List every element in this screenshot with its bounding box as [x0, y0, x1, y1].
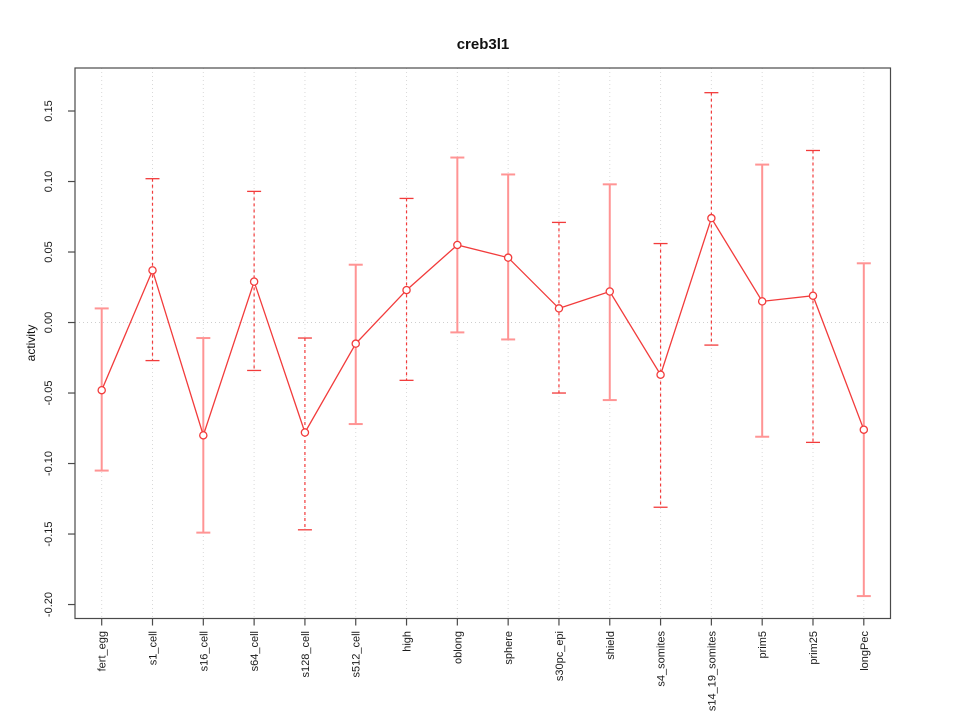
y-tick-label: -0.20 — [43, 592, 55, 617]
y-axis-label: activity — [24, 324, 38, 362]
y-tick-label: -0.15 — [43, 521, 55, 546]
data-point — [199, 431, 208, 440]
data-point — [605, 287, 615, 296]
x-tick-label: s512_cell — [351, 631, 363, 677]
data-point — [503, 253, 513, 262]
data-point — [148, 266, 157, 275]
data-point — [97, 385, 106, 395]
y-tick-label: 0.00 — [43, 312, 55, 333]
x-tick-label: prim5 — [757, 631, 769, 659]
y-tick-label: -0.10 — [43, 451, 55, 476]
x-tick-label: sphere — [503, 631, 515, 665]
data-point — [656, 370, 665, 379]
x-tick-label: longPec — [859, 631, 871, 671]
x-tick-label: s1_cell — [148, 631, 160, 665]
plot-box — [74, 67, 892, 620]
data-point — [453, 240, 462, 250]
x-tick-label: s4_somites — [656, 631, 668, 687]
data-point — [402, 285, 411, 295]
data-point — [554, 304, 564, 313]
data-point — [300, 428, 310, 437]
data-point — [351, 339, 360, 348]
chart-title: creb3l1 — [456, 36, 510, 53]
y-tick-label: -0.05 — [43, 380, 55, 405]
data-point — [859, 425, 869, 434]
x-tick-label: s30pc_epi — [554, 631, 566, 681]
x-tick-label: prim25 — [808, 631, 820, 665]
x-tick-label: fert_egg — [97, 631, 109, 671]
x-tick-label: s16_cell — [198, 631, 210, 671]
x-tick-label: shield — [605, 631, 617, 660]
x-tick-label: s128_cell — [300, 631, 312, 677]
y-tick-label: 0.10 — [43, 171, 55, 192]
x-tick-label: s64_cell — [249, 631, 261, 671]
data-point — [707, 213, 716, 223]
y-tick-label: 0.05 — [43, 241, 55, 262]
x-tick-label: s14_19_somites — [706, 631, 718, 712]
data-point — [249, 277, 259, 286]
data-point — [757, 297, 767, 306]
data-point — [808, 291, 818, 300]
y-tick-label: 0.15 — [43, 100, 55, 121]
series-line — [101, 216, 865, 438]
x-tick-label: high — [402, 631, 414, 652]
x-tick-label: oblong — [452, 631, 464, 664]
